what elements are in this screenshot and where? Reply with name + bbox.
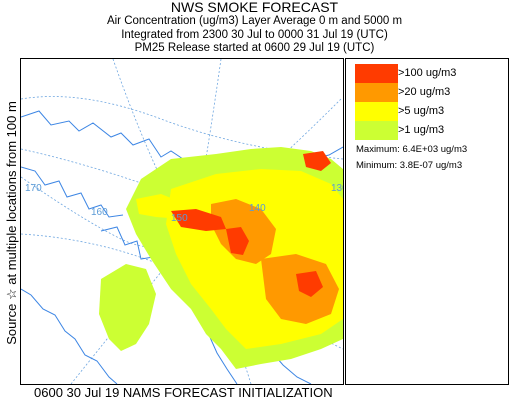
legend-label-over-5: >5 ug/m3	[398, 105, 445, 117]
map-panel: 170 160 150 140 130	[20, 58, 344, 385]
subtitle-integration: Integrated from 2300 30 Jul to 0000 31 J…	[121, 29, 388, 41]
legend-panel: >100 ug/m3 >20 ug/m3 >5 ug/m3 >1 ug/m3 M…	[345, 58, 509, 385]
source-label-container: Source ☆ at multiple locations from 100 …	[2, 56, 22, 389]
legend-minimum: Minimum: 3.8E-07 ug/m3	[356, 160, 463, 171]
graticule-line	[195, 59, 222, 230]
subtitle-release: PM25 Release started at 0600 29 Jul 19 (…	[134, 42, 375, 54]
legend-label-over-20: >20 ug/m3	[398, 86, 451, 98]
map-title: NWS SMOKE FORECAST	[170, 0, 339, 15]
graticule-line	[21, 176, 197, 248]
coastline-aleutian	[21, 288, 118, 384]
graticule-label: 170	[25, 183, 42, 194]
legend-swatch-over-100	[355, 64, 398, 83]
plume-over-100-a	[171, 209, 226, 231]
legend-swatch-over-5	[355, 102, 398, 121]
plume-over-100-c	[303, 151, 331, 171]
legend-swatch-over-1	[355, 121, 398, 140]
plume-over-100-d	[296, 271, 323, 297]
smoke-map: 170 160 150 140 130	[21, 59, 343, 384]
graticule-label: 160	[91, 207, 108, 218]
forecast-initialization: 0600 30 Jul 19 NAMS FORECAST INITIALIZAT…	[34, 385, 333, 400]
legend-label-over-100: >100 ug/m3	[398, 67, 457, 79]
plume-over-1-west	[99, 264, 156, 351]
plume-over-100-b	[226, 227, 249, 255]
coastline-chukotka	[21, 166, 124, 218]
graticule-labels: 170 160 150 140 130	[25, 183, 343, 224]
graticule-label: 130	[331, 183, 343, 194]
legend-label-over-1: >1 ug/m3	[398, 124, 445, 136]
subtitle-concentration: Air Concentration (ug/m3) Layer Average …	[106, 15, 403, 27]
legend-maximum: Maximum: 6.4E+03 ug/m3	[356, 144, 468, 155]
graticule-line	[21, 96, 343, 160]
graticule-label: 140	[249, 203, 266, 214]
graticule-label: 150	[171, 213, 188, 224]
smoke-plume	[99, 147, 343, 369]
legend-swatch-over-20	[355, 83, 398, 102]
source-label: Source ☆ at multiple locations from 100 …	[4, 100, 19, 345]
